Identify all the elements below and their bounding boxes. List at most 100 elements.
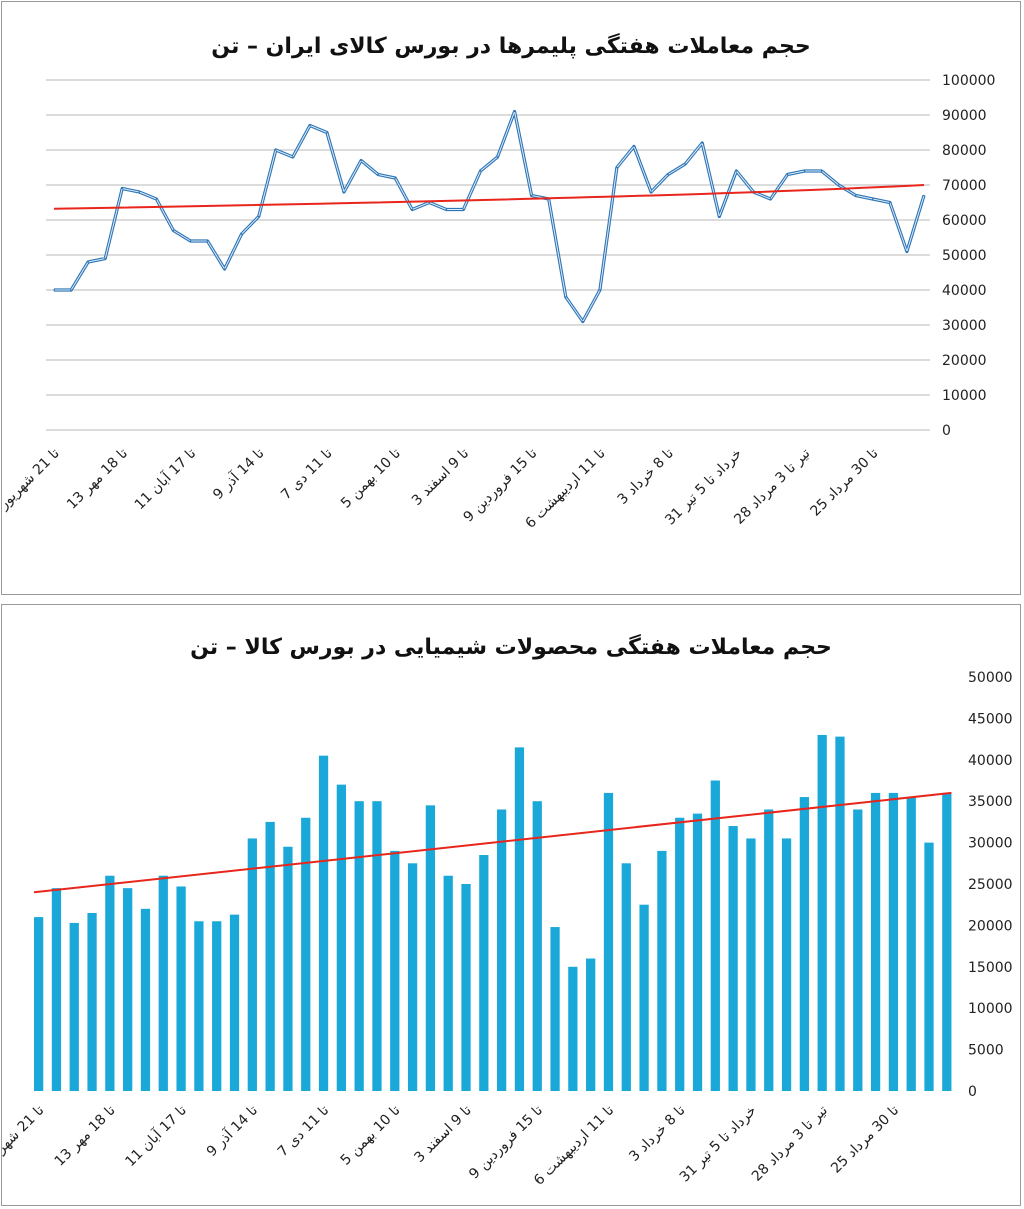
data-point [906,250,908,253]
x-tick-label: 11 تا 17 آبان [122,1102,190,1170]
y-tick-label: 35000 [968,794,1013,810]
y-tick-label: 25000 [968,877,1013,893]
y-tick-label: 70000 [942,178,987,194]
bar [123,888,133,1091]
x-tick-label: 13 تا 18 مهر [64,445,131,512]
bar [336,784,346,1091]
data-point [138,191,141,193]
x-tick-label: 16 تا 21 شهریور [2,445,63,528]
series-line-inner [54,111,925,322]
y-tick-label: 20000 [942,353,987,369]
bar [532,801,542,1091]
y-tick-label: 80000 [942,143,987,159]
data-point [411,208,414,211]
x-tick-label: 3 تا 9 اسفند [411,1102,474,1165]
bar [194,921,204,1091]
data-point [496,156,499,158]
bar [87,912,97,1091]
bar [888,792,899,1091]
polymer-chart-panel: حجم معاملات هفتگی پلیمرها در بورس کالای … [1,1,1021,595]
data-point [53,289,55,291]
bar [69,922,79,1091]
bar [764,809,774,1091]
bar [497,809,507,1091]
bar [550,927,560,1091]
bar [176,886,186,1091]
y-tick-label: 40000 [968,753,1013,769]
x-tick-label: 7 تا 11 دی [278,445,336,503]
chart-title: حجم معاملات هفتگی محصولات شیمیایی در بور… [190,635,832,660]
bar [942,792,952,1091]
bar [479,855,489,1091]
bar [586,958,596,1091]
bar [746,838,756,1091]
data-point [701,142,704,144]
data-point [854,194,857,197]
bar [853,809,863,1091]
bar [639,904,649,1091]
bar [621,863,631,1091]
data-point [530,194,533,197]
bar [603,792,614,1091]
data-point [360,159,362,162]
x-tick-label: 11 تا 17 آبان [131,445,199,513]
bar [425,805,436,1091]
bar [781,838,792,1091]
data-point [189,240,192,242]
y-tick-label: 10000 [942,388,987,404]
x-tick-label: 5 تا 10 بهمن [338,1102,404,1168]
bar [799,797,809,1091]
bar [817,734,827,1091]
bar [443,875,453,1091]
x-tick-label: 25 تا 30 مرداد [828,1102,902,1176]
y-tick-label: 0 [942,423,951,439]
bar [728,826,738,1091]
data-point [155,198,158,200]
y-tick-label: 15000 [968,960,1013,976]
data-point [343,191,345,193]
x-tick-label: 9 تا 15 فروردین [466,1102,546,1182]
bar [354,801,364,1091]
data-point [87,261,89,263]
data-point [104,257,106,260]
data-point [633,145,635,148]
data-point [292,156,294,158]
bar [229,914,240,1091]
x-tick-label: 9 تا 14 آذر [209,445,267,503]
data-point [479,170,482,172]
bar [461,884,471,1091]
data-point [240,233,243,235]
data-point [223,268,226,270]
x-tick-label: 16 تا 21 شهریور [2,1102,48,1185]
data-point [718,215,721,218]
x-tick-label: 9 تا 14 آذر [203,1102,261,1160]
chemical-bar-chart: 0 5000 10000 15000 20000 25000 30000 35000 40000… [2,670,1013,1189]
data-point [274,149,277,151]
data-point [121,187,124,190]
bar [212,921,222,1091]
chart-title: حجم معاملات هفتگی پلیمرها در بورس کالای … [211,34,811,59]
y-tick-label: 60000 [942,213,987,229]
data-point [769,198,772,200]
polymer-line-chart: 0 10000 20000 30000 40000 50000 60000 70000 8000… [2,73,995,532]
y-tick-label: 50000 [942,248,987,264]
data-point [872,198,874,200]
y-tick-label: 20000 [968,918,1013,934]
data-point [786,173,789,176]
x-tick-label: 7 تا 11 دی [275,1102,333,1160]
bar [372,801,382,1091]
data-point [326,131,328,134]
bar [870,792,881,1091]
data-point [394,177,396,179]
data-point [616,166,618,169]
bar [158,875,168,1091]
bar [34,917,44,1091]
data-point [889,201,891,204]
y-tick-label: 50000 [968,670,1013,686]
x-tick-label: 3 تا 8 خرداد [626,1102,688,1164]
bar [924,842,934,1091]
bar [568,966,578,1091]
data-point [667,173,669,176]
bar [140,908,151,1091]
data-point [172,229,175,232]
